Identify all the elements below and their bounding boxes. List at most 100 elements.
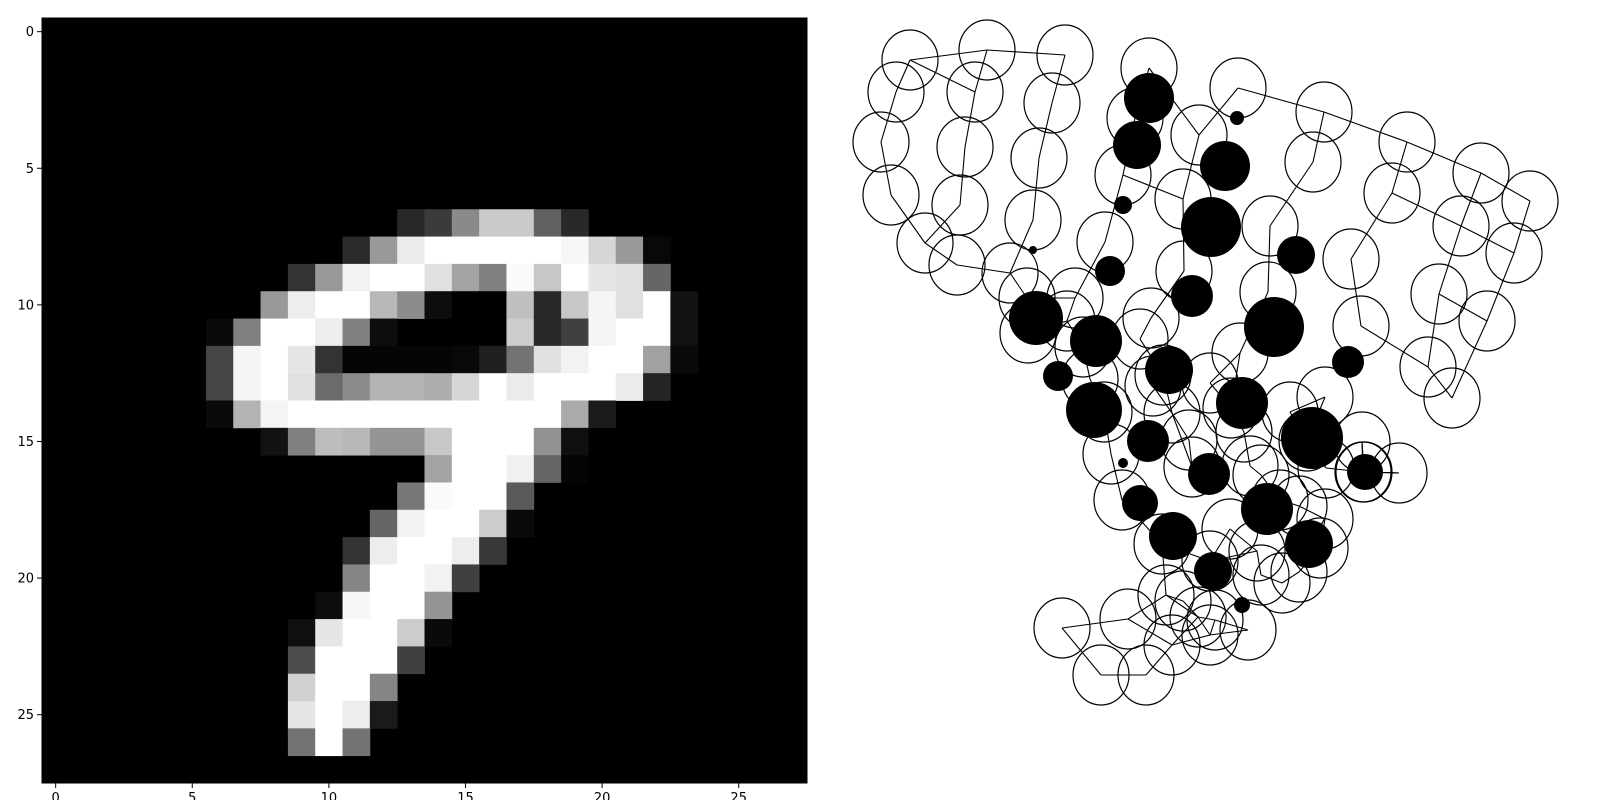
- network-point: [1009, 291, 1063, 345]
- network-edge: [959, 146, 966, 206]
- image-pixel: [533, 373, 562, 401]
- network-ring: [881, 29, 939, 91]
- network-edge: [1038, 102, 1053, 159]
- y-tick-label: 0: [26, 25, 34, 40]
- image-pixel: [424, 373, 453, 401]
- network-ring: [852, 111, 910, 173]
- network-point: [1127, 420, 1169, 462]
- network-ring: [1485, 222, 1543, 284]
- image-pixel: [233, 318, 261, 347]
- image-pixel: [397, 400, 425, 429]
- image-pixel: [643, 291, 671, 319]
- image-pixel: [369, 646, 398, 675]
- image-pixel: [260, 373, 289, 401]
- image-pixel: [670, 291, 699, 319]
- image-pixel: [397, 537, 425, 565]
- y-tick-label: 10: [17, 298, 34, 313]
- network-ring: [1452, 142, 1510, 204]
- x-tick-label: 25: [730, 791, 747, 800]
- network-point: [1043, 361, 1073, 391]
- image-pixel: [260, 345, 289, 374]
- image-pixel: [643, 345, 671, 374]
- network-ring: [1010, 127, 1068, 189]
- image-pixel: [533, 455, 562, 483]
- image-pixel: [315, 291, 343, 319]
- image-pixel: [369, 673, 398, 702]
- network-edge: [1150, 270, 1185, 319]
- image-pixel: [561, 455, 589, 483]
- network-point: [1113, 121, 1161, 169]
- image-pixel: [451, 564, 480, 593]
- network-edge: [974, 49, 988, 93]
- image-pixel: [451, 427, 480, 456]
- image-pixel: [424, 509, 453, 538]
- image-pixel: [615, 373, 644, 401]
- image-pixel: [561, 209, 589, 237]
- network-point: [1347, 454, 1383, 490]
- network-point: [1066, 382, 1122, 438]
- image-pixel: [287, 673, 316, 702]
- image-pixel: [397, 646, 425, 675]
- image-pixel: [588, 318, 617, 347]
- image-pixel: [315, 728, 343, 757]
- network-edge: [1451, 320, 1488, 399]
- network-edge: [1197, 616, 1211, 636]
- image-pixel: [479, 509, 507, 538]
- network-edge: [1061, 627, 1102, 676]
- network-point: [1230, 111, 1244, 125]
- network-ring: [1432, 195, 1490, 257]
- network-edge: [1139, 317, 1152, 340]
- network-edge: [924, 204, 961, 244]
- network-point: [1029, 246, 1037, 254]
- image-pixel: [315, 318, 343, 347]
- network-edge: [1209, 352, 1241, 384]
- image-pixel: [588, 373, 617, 401]
- image-pixel: [479, 263, 507, 292]
- image-pixel: [479, 427, 507, 456]
- network-ring: [1322, 228, 1380, 290]
- image-pixel: [369, 345, 398, 374]
- image-pixel: [342, 673, 371, 702]
- network-edge: [1171, 634, 1211, 646]
- image-pixel: [451, 291, 480, 319]
- network-edge: [1427, 293, 1440, 368]
- image-pixel: [397, 591, 425, 620]
- image-pixel: [315, 673, 343, 702]
- image-pixel: [233, 400, 261, 429]
- network-ring: [1033, 597, 1091, 659]
- image-pixel: [369, 701, 398, 729]
- image-pixel: [397, 509, 425, 538]
- image-pixel: [342, 619, 371, 647]
- network-ring: [958, 19, 1016, 81]
- image-pixel: [533, 263, 562, 292]
- image-pixel: [451, 263, 480, 292]
- network-edge: [1360, 325, 1429, 368]
- network-edge: [1032, 157, 1040, 221]
- network-ring: [1363, 162, 1421, 224]
- network-point: [1194, 552, 1232, 590]
- image-pixel: [615, 345, 644, 374]
- image-pixel: [451, 482, 480, 511]
- image-pixel: [561, 373, 589, 401]
- network-ring: [1410, 263, 1468, 325]
- image-pixel: [342, 263, 371, 292]
- image-pixel: [369, 619, 398, 647]
- image-pixel: [643, 263, 671, 292]
- image-pixel: [561, 318, 589, 347]
- image-pixel: [287, 318, 316, 347]
- image-pixel: [205, 400, 234, 429]
- network-edge: [1267, 225, 1271, 293]
- image-pixel: [342, 291, 371, 319]
- image-pixel: [315, 345, 343, 374]
- image-pixel: [260, 318, 289, 347]
- image-pixel: [533, 291, 562, 319]
- image-pixel: [561, 291, 589, 319]
- image-pixel: [315, 427, 343, 456]
- network-point: [1281, 407, 1343, 469]
- x-axis-ticks: 0 5 10 15 20 25: [52, 783, 747, 800]
- network-ring: [981, 242, 1039, 304]
- network-edge: [1269, 161, 1314, 227]
- network-edge: [1391, 192, 1462, 227]
- image-pixel: [533, 400, 562, 429]
- x-tick-label: 20: [594, 791, 611, 800]
